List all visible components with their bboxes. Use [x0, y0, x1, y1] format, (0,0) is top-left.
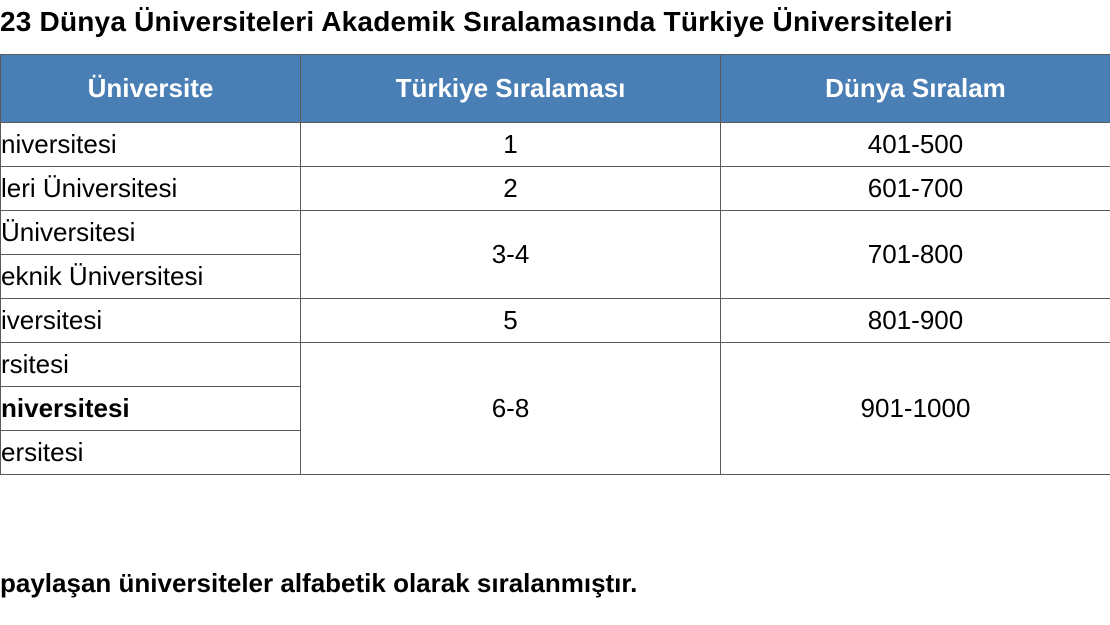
cell-world-rank: 401-500	[721, 123, 1110, 167]
cell-turkey-rank: 1	[301, 123, 721, 167]
cell-university: leri Üniversitesi	[1, 167, 301, 211]
cell-university: ersitesi	[1, 431, 301, 475]
cell-university: niversitesi	[1, 123, 301, 167]
table-header-row: Üniversite Türkiye Sıralaması Dünya Sıra…	[1, 55, 1110, 123]
col-header-university: Üniversite	[1, 55, 301, 123]
ranking-table: Üniversite Türkiye Sıralaması Dünya Sıra…	[0, 54, 1110, 475]
page-title: 23 Dünya Üniversiteleri Akademik Sıralam…	[0, 6, 953, 38]
col-header-turkey-rank: Türkiye Sıralaması	[301, 55, 721, 123]
table-row: rsitesi 6-8 901-1000	[1, 343, 1110, 387]
cell-world-rank: 701-800	[721, 211, 1110, 299]
table-row: niversitesi 1 401-500	[1, 123, 1110, 167]
cell-world-rank: 901-1000	[721, 343, 1110, 475]
cell-turkey-rank: 5	[301, 299, 721, 343]
cell-university: Üniversitesi	[1, 211, 301, 255]
footnote: paylaşan üniversiteler alfabetik olarak …	[0, 568, 637, 599]
table-row: iversitesi 5 801-900	[1, 299, 1110, 343]
cell-world-rank: 601-700	[721, 167, 1110, 211]
cell-turkey-rank: 3-4	[301, 211, 721, 299]
cell-turkey-rank: 6-8	[301, 343, 721, 475]
cell-university: niversitesi	[1, 387, 301, 431]
cell-university: rsitesi	[1, 343, 301, 387]
cell-university: eknik Üniversitesi	[1, 255, 301, 299]
cell-turkey-rank: 2	[301, 167, 721, 211]
cell-world-rank: 801-900	[721, 299, 1110, 343]
page: 23 Dünya Üniversiteleri Akademik Sıralam…	[0, 0, 1110, 625]
table-row: Üniversitesi 3-4 701-800	[1, 211, 1110, 255]
table-row: leri Üniversitesi 2 601-700	[1, 167, 1110, 211]
cell-university: iversitesi	[1, 299, 301, 343]
col-header-world-rank: Dünya Sıralam	[721, 55, 1110, 123]
